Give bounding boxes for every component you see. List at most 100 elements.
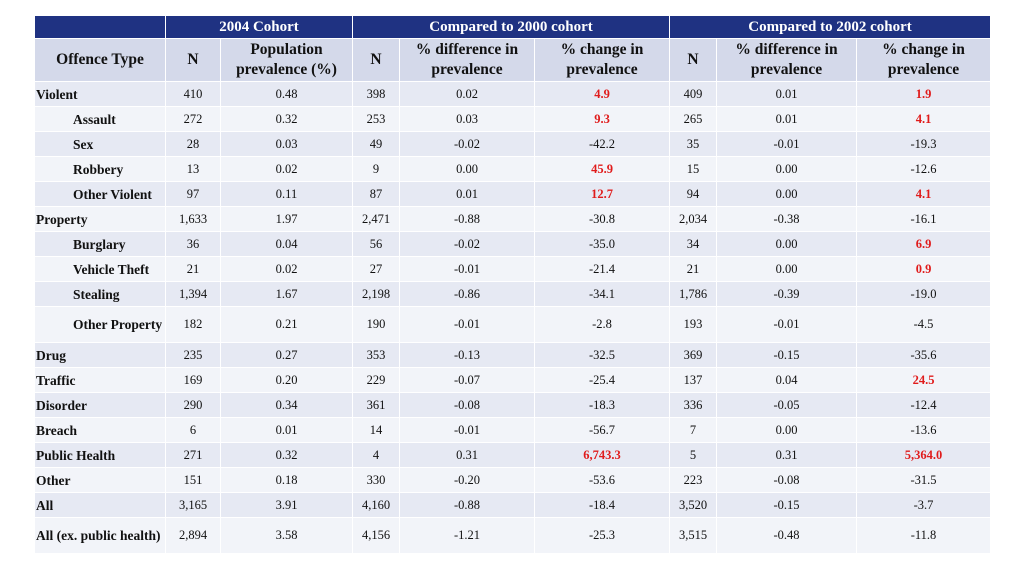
table-cell: 35 [669,131,718,157]
column-header-n-2000: N [352,38,401,82]
row-label: Assault [34,106,166,132]
table-cell: 0.18 [219,467,354,493]
table-cell: -4.5 [856,306,992,343]
table-cell: -0.01 [716,131,858,157]
table-cell: -34.1 [534,281,671,307]
table-row: Other 151 0.18 330 -0.20 -53.6 223 -0.08 -31.5 [34,467,992,493]
table-cell: 15 [669,156,718,182]
table-cell: -31.5 [856,467,992,493]
table-cell: 49 [352,131,401,157]
table-cell: 265 [669,106,718,132]
table-cell: -0.02 [399,231,536,257]
table-cell: 253 [352,106,401,132]
table-cell: 0.01 [399,181,536,207]
table-cell: 271 [165,442,221,468]
table-cell: -42.2 [534,131,671,157]
table-cell: -18.3 [534,392,671,418]
table-cell: 7 [669,417,718,443]
table-cell: 24.5 [856,367,992,393]
table-row: Disorder 290 0.34 361 -0.08 -18.3 336 -0.05 -12.… [34,392,992,418]
column-header-n-2004: N [165,38,221,82]
table-cell: 2,471 [352,206,401,232]
table-row: Other Property 182 0.21 190 -0.01 -2.8 193 -0.0… [34,306,992,343]
column-header-change-2000: % change in prevalence [534,38,671,82]
table-cell: 0.00 [716,417,858,443]
table-cell: 4,156 [352,517,401,554]
table-cell: 1.9 [856,81,992,107]
table-cell: 27 [352,256,401,282]
header-group-2004: 2004 Cohort [164,15,354,39]
table-cell: -30.8 [534,206,671,232]
table-cell: 272 [165,106,221,132]
table-cell: 1,786 [669,281,718,307]
table-cell: -0.01 [716,306,858,343]
table-cell: -32.5 [534,342,671,368]
table-cell: 13 [165,156,221,182]
table-cell: 0.00 [716,256,858,282]
table-cell: 14 [352,417,401,443]
table-cell: 0.48 [219,81,354,107]
table-cell: -0.48 [716,517,858,554]
table-row: Stealing 1,394 1.67 2,198 -0.86 -34.1 1,786 -0.… [34,281,992,307]
table-cell: 0.27 [219,342,354,368]
table-cell: 97 [165,181,221,207]
table-cell: 1.97 [219,206,354,232]
table-cell: 3,165 [165,492,221,518]
table-cell: 28 [165,131,221,157]
table-cell: -11.8 [856,517,992,554]
table-cell: 398 [352,81,401,107]
table-cell: 94 [669,181,718,207]
row-label: Disorder [34,392,166,418]
table-row: Breach 6 0.01 14 -0.01 -56.7 7 0.00 -13.6 [34,417,992,443]
row-label: Traffic [34,367,166,393]
table-cell: -0.15 [716,342,858,368]
table-cell: 0.9 [856,256,992,282]
table-cell: -25.4 [534,367,671,393]
table-cell: -21.4 [534,256,671,282]
table-row: Violent 410 0.48 398 0.02 4.9 409 0.01 1.9 [34,81,992,107]
table-cell: 0.04 [716,367,858,393]
table-cell: 1,633 [165,206,221,232]
table-cell: 0.02 [219,256,354,282]
table-cell: -0.86 [399,281,536,307]
table-cell: 0.03 [219,131,354,157]
table-row: Robbery 13 0.02 9 0.00 45.9 15 0.00 -12.6 [34,156,992,182]
column-header-diff-2002: % difference in prevalence [716,38,858,82]
table-cell: 36 [165,231,221,257]
table-cell: -19.3 [856,131,992,157]
table-row: Vehicle Theft 21 0.02 27 -0.01 -21.4 21 0.00 0.9 [34,256,992,282]
table-cell: 1.67 [219,281,354,307]
table-cell: 34 [669,231,718,257]
row-label: Robbery [34,156,166,182]
table-cell: -0.88 [399,206,536,232]
table-cell: 0.01 [716,106,858,132]
table-cell: 12.7 [534,181,671,207]
table-cell: -0.88 [399,492,536,518]
table-row: Drug 235 0.27 353 -0.13 -32.5 369 -0.15 -35.6 [34,342,992,368]
table-cell: -2.8 [534,306,671,343]
table-cell: 4.1 [856,106,992,132]
table-cell: -12.6 [856,156,992,182]
header-group-blank [34,15,166,39]
table-cell: 56 [352,231,401,257]
table-cell: -0.13 [399,342,536,368]
table-cell: 361 [352,392,401,418]
row-label: Other Property [34,306,166,343]
table-cell: 9.3 [534,106,671,132]
header-group-2002: Compared to 2002 cohort [669,15,992,39]
table-cell: 0.31 [716,442,858,468]
table-cell: 87 [352,181,401,207]
table-cell: 9 [352,156,401,182]
table-cell: 0.00 [716,156,858,182]
table-cell: -0.39 [716,281,858,307]
table-cell: 0.00 [716,231,858,257]
column-header-diff-2000: % difference in prevalence [399,38,536,82]
row-label: Breach [34,417,166,443]
table-cell: -0.01 [399,306,536,343]
table-cell: 0.32 [219,442,354,468]
table-cell: 330 [352,467,401,493]
table-cell: 6,743.3 [534,442,671,468]
table-cell: 410 [165,81,221,107]
table-row: Assault 272 0.32 253 0.03 9.3 265 0.01 4.1 [34,106,992,132]
table-cell: 45.9 [534,156,671,182]
